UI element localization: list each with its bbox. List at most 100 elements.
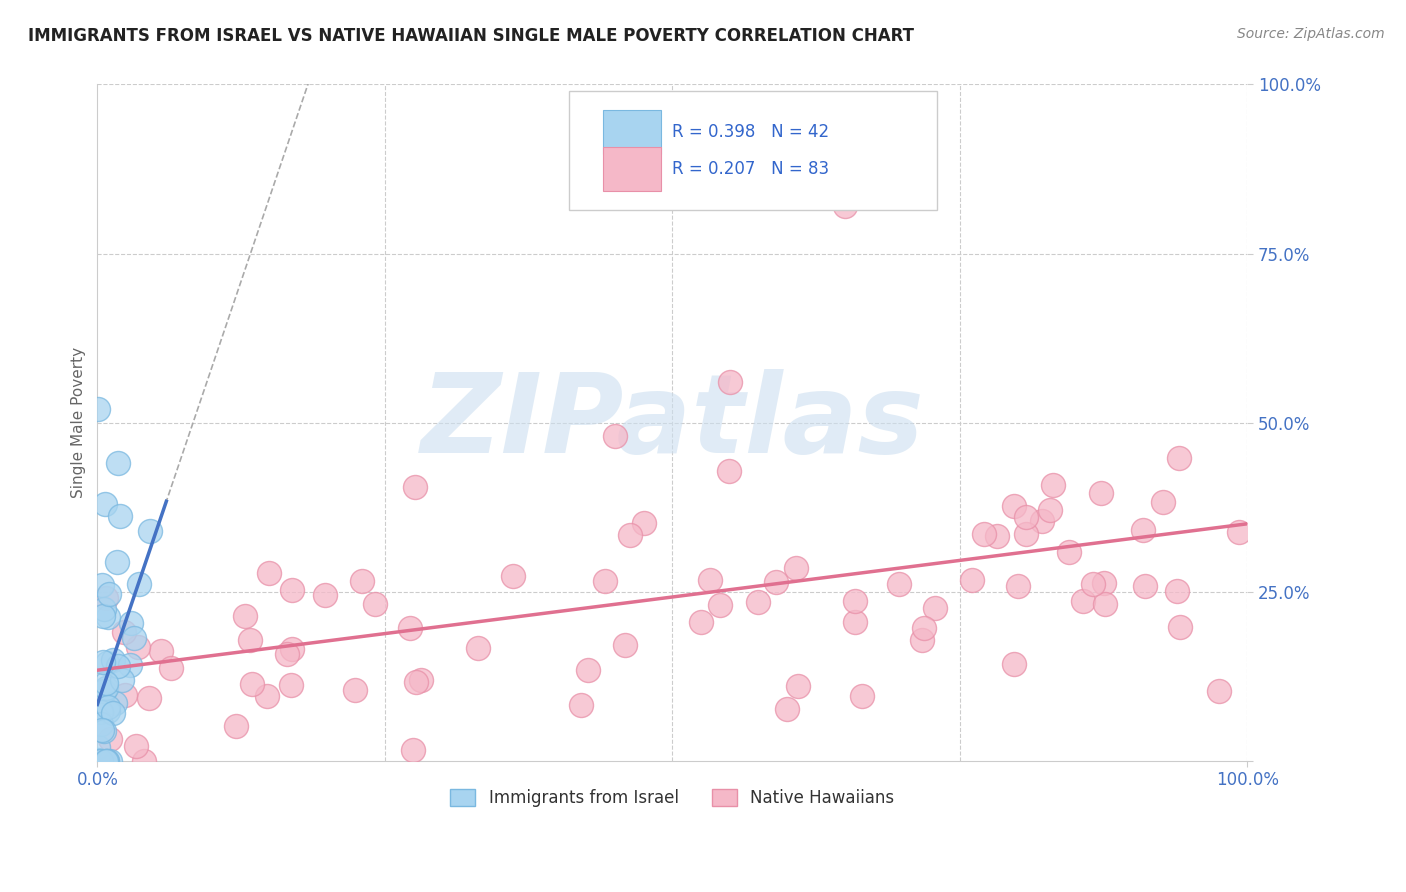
- Point: [578, 664, 600, 678]
- Point: [139, 524, 162, 538]
- Point: [90, 754, 112, 768]
- Point: [1166, 583, 1188, 598]
- Point: [1170, 620, 1192, 634]
- Point: [912, 621, 935, 635]
- Point: [97, 699, 120, 714]
- FancyBboxPatch shape: [603, 147, 661, 191]
- Point: [127, 640, 149, 654]
- Point: [89, 754, 111, 768]
- Point: [276, 648, 298, 662]
- Point: [128, 576, 150, 591]
- Point: [104, 696, 127, 710]
- Point: [709, 598, 731, 612]
- Point: [280, 678, 302, 692]
- Point: [96, 754, 118, 768]
- Point: [776, 702, 799, 716]
- Point: [834, 199, 856, 213]
- Text: IMMIGRANTS FROM ISRAEL VS NATIVE HAWAIIAN SINGLE MALE POVERTY CORRELATION CHART: IMMIGRANTS FROM ISRAEL VS NATIVE HAWAIIA…: [28, 27, 914, 45]
- Point: [94, 754, 117, 768]
- Point: [90, 705, 112, 719]
- Point: [1168, 450, 1191, 465]
- Point: [409, 673, 432, 687]
- Point: [89, 754, 111, 768]
- Point: [1092, 575, 1115, 590]
- Point: [960, 573, 983, 587]
- Point: [94, 675, 117, 690]
- Point: [96, 754, 118, 768]
- Point: [96, 754, 118, 768]
- Point: [97, 610, 120, 624]
- Point: [718, 464, 741, 478]
- Point: [502, 568, 524, 582]
- Point: [364, 597, 387, 611]
- Point: [785, 561, 807, 575]
- Point: [93, 684, 115, 698]
- Point: [402, 743, 425, 757]
- Point: [986, 529, 1008, 543]
- Point: [96, 754, 118, 768]
- Point: [613, 638, 636, 652]
- Point: [111, 673, 134, 687]
- Point: [124, 632, 146, 646]
- Point: [593, 574, 616, 589]
- Point: [93, 655, 115, 669]
- Point: [314, 588, 336, 602]
- Point: [844, 615, 866, 629]
- Point: [93, 723, 115, 738]
- Text: R = 0.398   N = 42: R = 0.398 N = 42: [672, 123, 830, 141]
- Point: [924, 601, 946, 615]
- Point: [120, 657, 142, 672]
- Point: [281, 642, 304, 657]
- Point: [90, 723, 112, 737]
- Point: [405, 675, 427, 690]
- Point: [120, 616, 142, 631]
- Point: [1152, 495, 1174, 509]
- Point: [619, 528, 641, 542]
- Point: [91, 578, 114, 592]
- Point: [765, 575, 787, 590]
- Point: [1059, 545, 1081, 559]
- Point: [1015, 527, 1038, 541]
- Point: [352, 574, 374, 588]
- Point: [107, 456, 129, 470]
- Point: [281, 582, 304, 597]
- Point: [150, 644, 173, 658]
- Point: [973, 527, 995, 541]
- Point: [94, 497, 117, 511]
- Point: [94, 591, 117, 606]
- Point: [467, 641, 489, 656]
- Point: [689, 615, 711, 629]
- Point: [398, 621, 420, 635]
- Point: [105, 555, 128, 569]
- Point: [233, 609, 256, 624]
- Point: [844, 594, 866, 608]
- Point: [1208, 684, 1230, 698]
- Point: [240, 677, 263, 691]
- Point: [633, 516, 655, 531]
- Point: [98, 754, 121, 768]
- Point: [569, 698, 592, 712]
- Point: [108, 508, 131, 523]
- Point: [94, 681, 117, 695]
- Point: [225, 719, 247, 733]
- Point: [404, 480, 426, 494]
- Point: [1015, 509, 1038, 524]
- Point: [87, 739, 110, 754]
- Point: [87, 402, 110, 417]
- Point: [93, 602, 115, 616]
- Point: [112, 625, 135, 640]
- Point: [1031, 514, 1053, 528]
- Point: [1042, 478, 1064, 492]
- Point: [87, 753, 110, 767]
- Point: [1094, 597, 1116, 611]
- Point: [851, 689, 873, 703]
- Text: R = 0.207   N = 83: R = 0.207 N = 83: [672, 160, 830, 178]
- Point: [754, 159, 776, 173]
- Point: [1002, 499, 1025, 513]
- Point: [1132, 523, 1154, 537]
- Point: [159, 660, 181, 674]
- Point: [101, 653, 124, 667]
- Point: [98, 587, 121, 601]
- Point: [90, 717, 112, 731]
- Point: [91, 609, 114, 624]
